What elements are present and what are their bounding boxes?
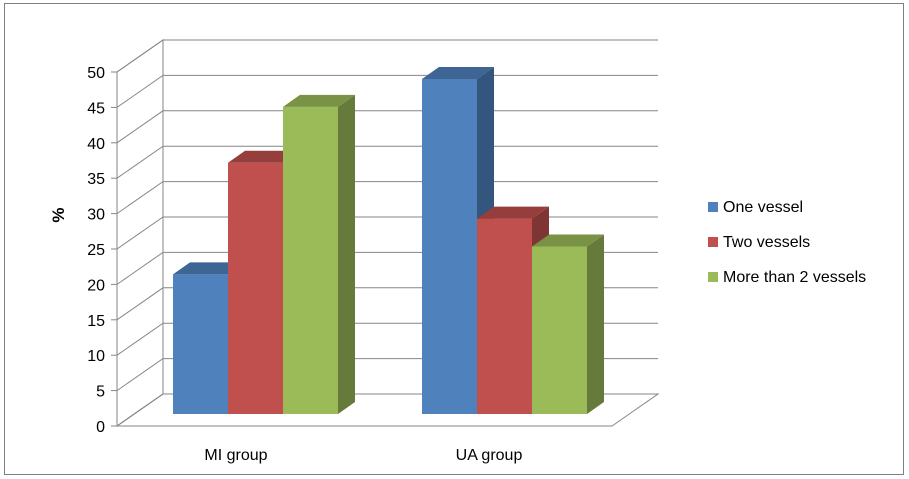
bar-top: [477, 206, 549, 219]
bar-front: [173, 274, 228, 414]
legend-swatch: [708, 202, 718, 212]
y-axis-label: %: [49, 207, 68, 222]
bar-front: [422, 79, 477, 414]
legend-label: Two vessels: [723, 234, 810, 251]
y-tick-label: 25: [87, 242, 105, 259]
legend-swatch: [708, 237, 718, 247]
bar-top: [532, 234, 604, 247]
y-tick-label: 30: [87, 207, 105, 224]
legend-item: One vessel: [708, 199, 803, 216]
bar-top: [422, 67, 494, 79]
category-label: UA group: [456, 447, 523, 464]
gridline: [116, 74, 658, 108]
bar-front: [283, 106, 338, 415]
y-tick-label: 35: [87, 171, 105, 188]
bar: [283, 94, 355, 415]
category-labels: MI group UA group: [204, 447, 522, 464]
bar-front: [228, 162, 283, 414]
gridline: [116, 145, 658, 179]
bar-side: [338, 94, 355, 415]
bar-top: [228, 150, 300, 163]
bar-top: [283, 94, 355, 107]
bars: [173, 67, 604, 415]
gridline: [116, 110, 658, 144]
y-tick-label: 15: [87, 313, 105, 330]
y-tick-label: 50: [87, 65, 105, 82]
legend-label: More than 2 vessels: [723, 269, 866, 286]
bar-front: [532, 246, 587, 414]
y-tick-label: 10: [87, 348, 105, 365]
legend-item: More than 2 vessels: [708, 269, 866, 286]
y-tick-labels: 0 5 10 15 20 25 30 35 40 45 50: [87, 65, 105, 436]
legend: One vessel Two vessels More than 2 vessels: [708, 199, 866, 286]
y-tick-label: 40: [87, 136, 105, 153]
y-tick-label: 0: [96, 419, 105, 436]
bar: [532, 234, 604, 414]
category-label: MI group: [204, 447, 267, 464]
y-tick-label: 45: [87, 100, 105, 117]
gridline: [116, 39, 658, 73]
y-tick-label: 20: [87, 277, 105, 294]
bar-side: [587, 234, 604, 414]
legend-swatch: [708, 272, 718, 282]
gridline: [116, 181, 658, 215]
legend-item: Two vessels: [708, 234, 810, 251]
bar-top: [173, 262, 245, 275]
bar-front: [477, 218, 532, 414]
y-tick-label: 5: [96, 384, 105, 401]
legend-label: One vessel: [723, 199, 803, 216]
